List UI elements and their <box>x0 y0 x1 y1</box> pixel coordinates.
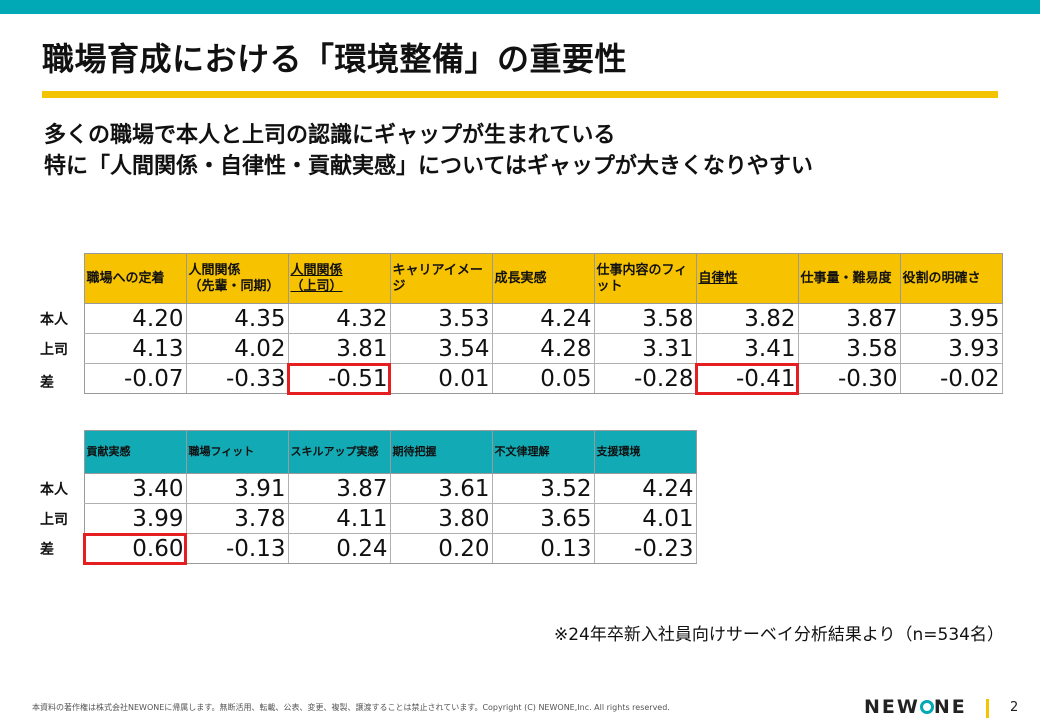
table-cell: 3.99 <box>83 503 187 534</box>
table-cell: -0.02 <box>899 363 1003 394</box>
table-cell: 0.05 <box>491 363 595 394</box>
table-cell: 0.13 <box>491 533 595 564</box>
highlighted-gap-cell: -0.41 <box>695 362 799 395</box>
table-cell: 3.61 <box>389 473 493 504</box>
table-header-row: 職場への定着 人間関係 （先輩・同期） 人間関係 （上司） キャリアイメージ 成… <box>30 253 1003 304</box>
logo-ring-icon <box>919 700 934 714</box>
table-cell: 4.24 <box>593 473 697 504</box>
column-header: 期待把握 <box>389 430 493 474</box>
table-cell: -0.13 <box>185 533 289 564</box>
column-header: 自律性 <box>695 253 799 304</box>
table-cell: 4.11 <box>287 503 391 534</box>
table-cell: 3.52 <box>491 473 595 504</box>
table-cell: 3.87 <box>797 303 901 334</box>
table-cell: 3.93 <box>899 333 1003 364</box>
logo-text-end: NE <box>933 696 967 718</box>
table-row-self: 本人 4.20 4.35 4.32 3.53 4.24 3.58 3.82 3.… <box>30 303 1003 334</box>
table-cell: 0.01 <box>389 363 493 394</box>
page-number: 2 <box>1010 700 1019 715</box>
table-cell: 3.82 <box>695 303 799 334</box>
row-label-diff: 差 <box>40 374 54 391</box>
table-cell: 3.54 <box>389 333 493 364</box>
table-cell: -0.23 <box>593 533 697 564</box>
company-logo: NEW NE <box>864 696 967 718</box>
table-cell: 4.28 <box>491 333 595 364</box>
subtitle-line-1: 多くの職場で本人と上司の認識にギャップが生まれている <box>44 123 616 148</box>
table-cell: 4.20 <box>83 303 187 334</box>
row-label-diff: 差 <box>40 541 54 558</box>
table-cell: 0.20 <box>389 533 493 564</box>
table-cell: 3.80 <box>389 503 493 534</box>
highlighted-gap-cell: -0.51 <box>287 362 391 395</box>
copyright-footer: 本資料の著作権は株式会社NEWONEに帰属します。無断活用、転載、公表、変更、複… <box>32 703 670 712</box>
table-cell: 3.91 <box>185 473 289 504</box>
table-cell: 3.58 <box>593 303 697 334</box>
gap-table-2: 貢献実感 職場フィット スキルアップ実感 期待把握 不文律理解 支援環境 本人 … <box>30 430 697 565</box>
row-label-self: 本人 <box>40 311 68 328</box>
table-cell: -0.33 <box>185 363 289 394</box>
row-label-self: 本人 <box>40 481 68 498</box>
table-cell: 4.24 <box>491 303 595 334</box>
column-header: 支援環境 <box>593 430 697 474</box>
column-header: 成長実感 <box>491 253 595 304</box>
highlighted-gap-cell: 0.60 <box>83 532 187 565</box>
table-corner <box>30 254 84 304</box>
table-cell: 3.41 <box>695 333 799 364</box>
title-underline-rule <box>42 91 998 98</box>
table-row-boss: 上司 4.13 4.02 3.81 3.54 4.28 3.31 3.41 3.… <box>30 333 1003 364</box>
row-label-boss: 上司 <box>40 341 68 358</box>
column-header: キャリアイメージ <box>389 253 493 304</box>
table-cell: 3.40 <box>83 473 187 504</box>
column-header: 役割の明確さ <box>899 253 1003 304</box>
logo-divider <box>986 699 989 718</box>
logo-text-start: NEW <box>864 696 920 718</box>
table-cell: 3.81 <box>287 333 391 364</box>
table-row-boss: 上司 3.99 3.78 4.11 3.80 3.65 4.01 <box>30 503 697 534</box>
table-cell: 3.31 <box>593 333 697 364</box>
table-cell: 3.78 <box>185 503 289 534</box>
row-label-boss: 上司 <box>40 511 68 528</box>
column-header: 仕事内容のフィット <box>593 253 697 304</box>
table-corner <box>30 431 84 474</box>
table-cell: -0.28 <box>593 363 697 394</box>
table-cell: 4.13 <box>83 333 187 364</box>
table-cell: 3.87 <box>287 473 391 504</box>
table-cell: -0.07 <box>83 363 187 394</box>
table-cell: 0.24 <box>287 533 391 564</box>
table-cell: 4.02 <box>185 333 289 364</box>
gap-table-1: 職場への定着 人間関係 （先輩・同期） 人間関係 （上司） キャリアイメージ 成… <box>30 253 1003 395</box>
survey-source-note: ※24年卒新入社員向けサーベイ分析結果より（n=534名） <box>553 625 1004 645</box>
table-cell: 3.53 <box>389 303 493 334</box>
column-header: 貢献実感 <box>83 430 187 474</box>
table-cell: 3.65 <box>491 503 595 534</box>
top-accent-bar <box>0 0 1040 14</box>
table-row-diff: 差 0.60 -0.13 0.24 0.20 0.13 -0.23 <box>30 532 697 565</box>
slide-title: 職場育成における「環境整備」の重要性 <box>42 40 628 78</box>
column-header: 職場フィット <box>185 430 289 474</box>
table-cell: -0.30 <box>797 363 901 394</box>
table-cell: 4.35 <box>185 303 289 334</box>
table-cell: 4.32 <box>287 303 391 334</box>
column-header: 職場への定着 <box>83 253 187 304</box>
table-cell: 3.95 <box>899 303 1003 334</box>
subtitle-line-2: 特に「人間関係・自律性・貢献実感」についてはギャップが大きくなりやすい <box>44 154 813 179</box>
slide-subtitle: 多くの職場で本人と上司の認識にギャップが生まれている 特に「人間関係・自律性・貢… <box>44 120 813 182</box>
column-header: 人間関係 （先輩・同期） <box>185 253 289 304</box>
table-cell: 4.01 <box>593 503 697 534</box>
table-row-self: 本人 3.40 3.91 3.87 3.61 3.52 4.24 <box>30 473 697 504</box>
column-header: スキルアップ実感 <box>287 430 391 474</box>
column-header: 人間関係 （上司） <box>287 253 391 304</box>
table-row-diff: 差 -0.07 -0.33 -0.51 0.01 0.05 -0.28 -0.4… <box>30 362 1003 395</box>
column-header: 不文律理解 <box>491 430 595 474</box>
table-header-row: 貢献実感 職場フィット スキルアップ実感 期待把握 不文律理解 支援環境 <box>30 430 697 474</box>
table-cell: 3.58 <box>797 333 901 364</box>
column-header: 仕事量・難易度 <box>797 253 901 304</box>
